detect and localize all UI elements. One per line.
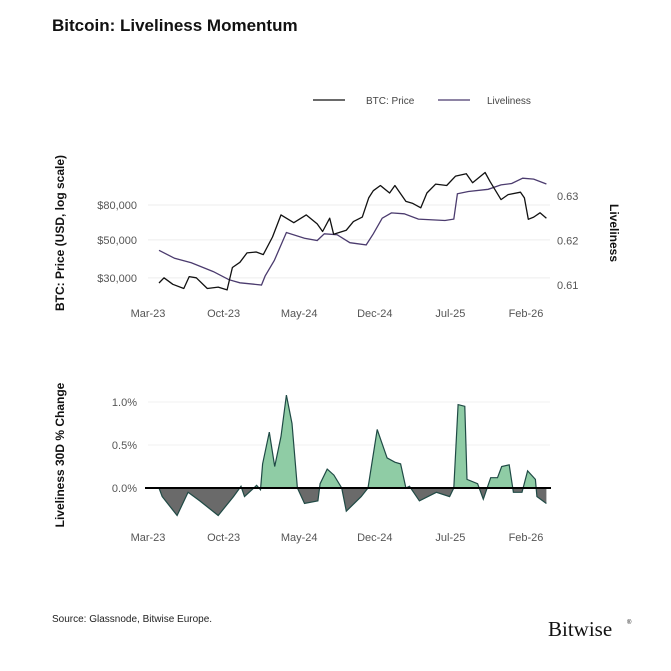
legend-label-liveliness: Liveliness xyxy=(487,96,531,107)
legend-label-price: BTC: Price xyxy=(366,96,415,107)
series-line-liveliness xyxy=(158,177,547,286)
y-tick-label: 1.0% xyxy=(112,397,137,409)
y-tick-label: $50,000 xyxy=(97,235,137,247)
chart-title: Bitcoin: Liveliness Momentum xyxy=(52,16,298,35)
y-tick-label: 0.0% xyxy=(112,483,137,495)
registered-mark: ® xyxy=(627,619,632,626)
source-note: Source: Glassnode, Bitwise Europe. xyxy=(52,614,212,625)
series-line-btc-price xyxy=(158,171,547,291)
x-tick-label: May-24 xyxy=(281,308,318,320)
y2-tick-label: 0.63 xyxy=(557,191,578,203)
y-axis-label-price: BTC: Price (USD, log scale) xyxy=(53,155,67,311)
x-tick-label: Mar-23 xyxy=(131,308,166,320)
x-tick-label: Dec-24 xyxy=(357,308,392,320)
x-tick-label: Mar-23 xyxy=(131,532,166,544)
x-tick-label: Oct-23 xyxy=(207,308,240,320)
x-tick-label: Oct-23 xyxy=(207,532,240,544)
area-positive xyxy=(159,395,547,488)
x-tick-label: May-24 xyxy=(281,532,318,544)
y2-tick-label: 0.61 xyxy=(557,280,578,292)
bitwise-logo: Bitwise xyxy=(548,617,612,641)
y-tick-label: $30,000 xyxy=(97,273,137,285)
y-tick-label: 0.5% xyxy=(112,440,137,452)
y-axis-label-liveliness: Liveliness xyxy=(607,204,621,262)
x-tick-label: Jul-25 xyxy=(435,308,465,320)
x-tick-label: Jul-25 xyxy=(435,532,465,544)
y-tick-label: $80,000 xyxy=(97,200,137,212)
y-axis-label-change: Liveliness 30D % Change xyxy=(53,382,67,527)
x-tick-label: Dec-24 xyxy=(357,532,392,544)
area-negative xyxy=(159,488,547,516)
series-line-change xyxy=(158,394,547,517)
x-tick-label: Feb-26 xyxy=(509,532,544,544)
y2-tick-label: 0.62 xyxy=(557,236,578,248)
x-tick-label: Feb-26 xyxy=(509,308,544,320)
